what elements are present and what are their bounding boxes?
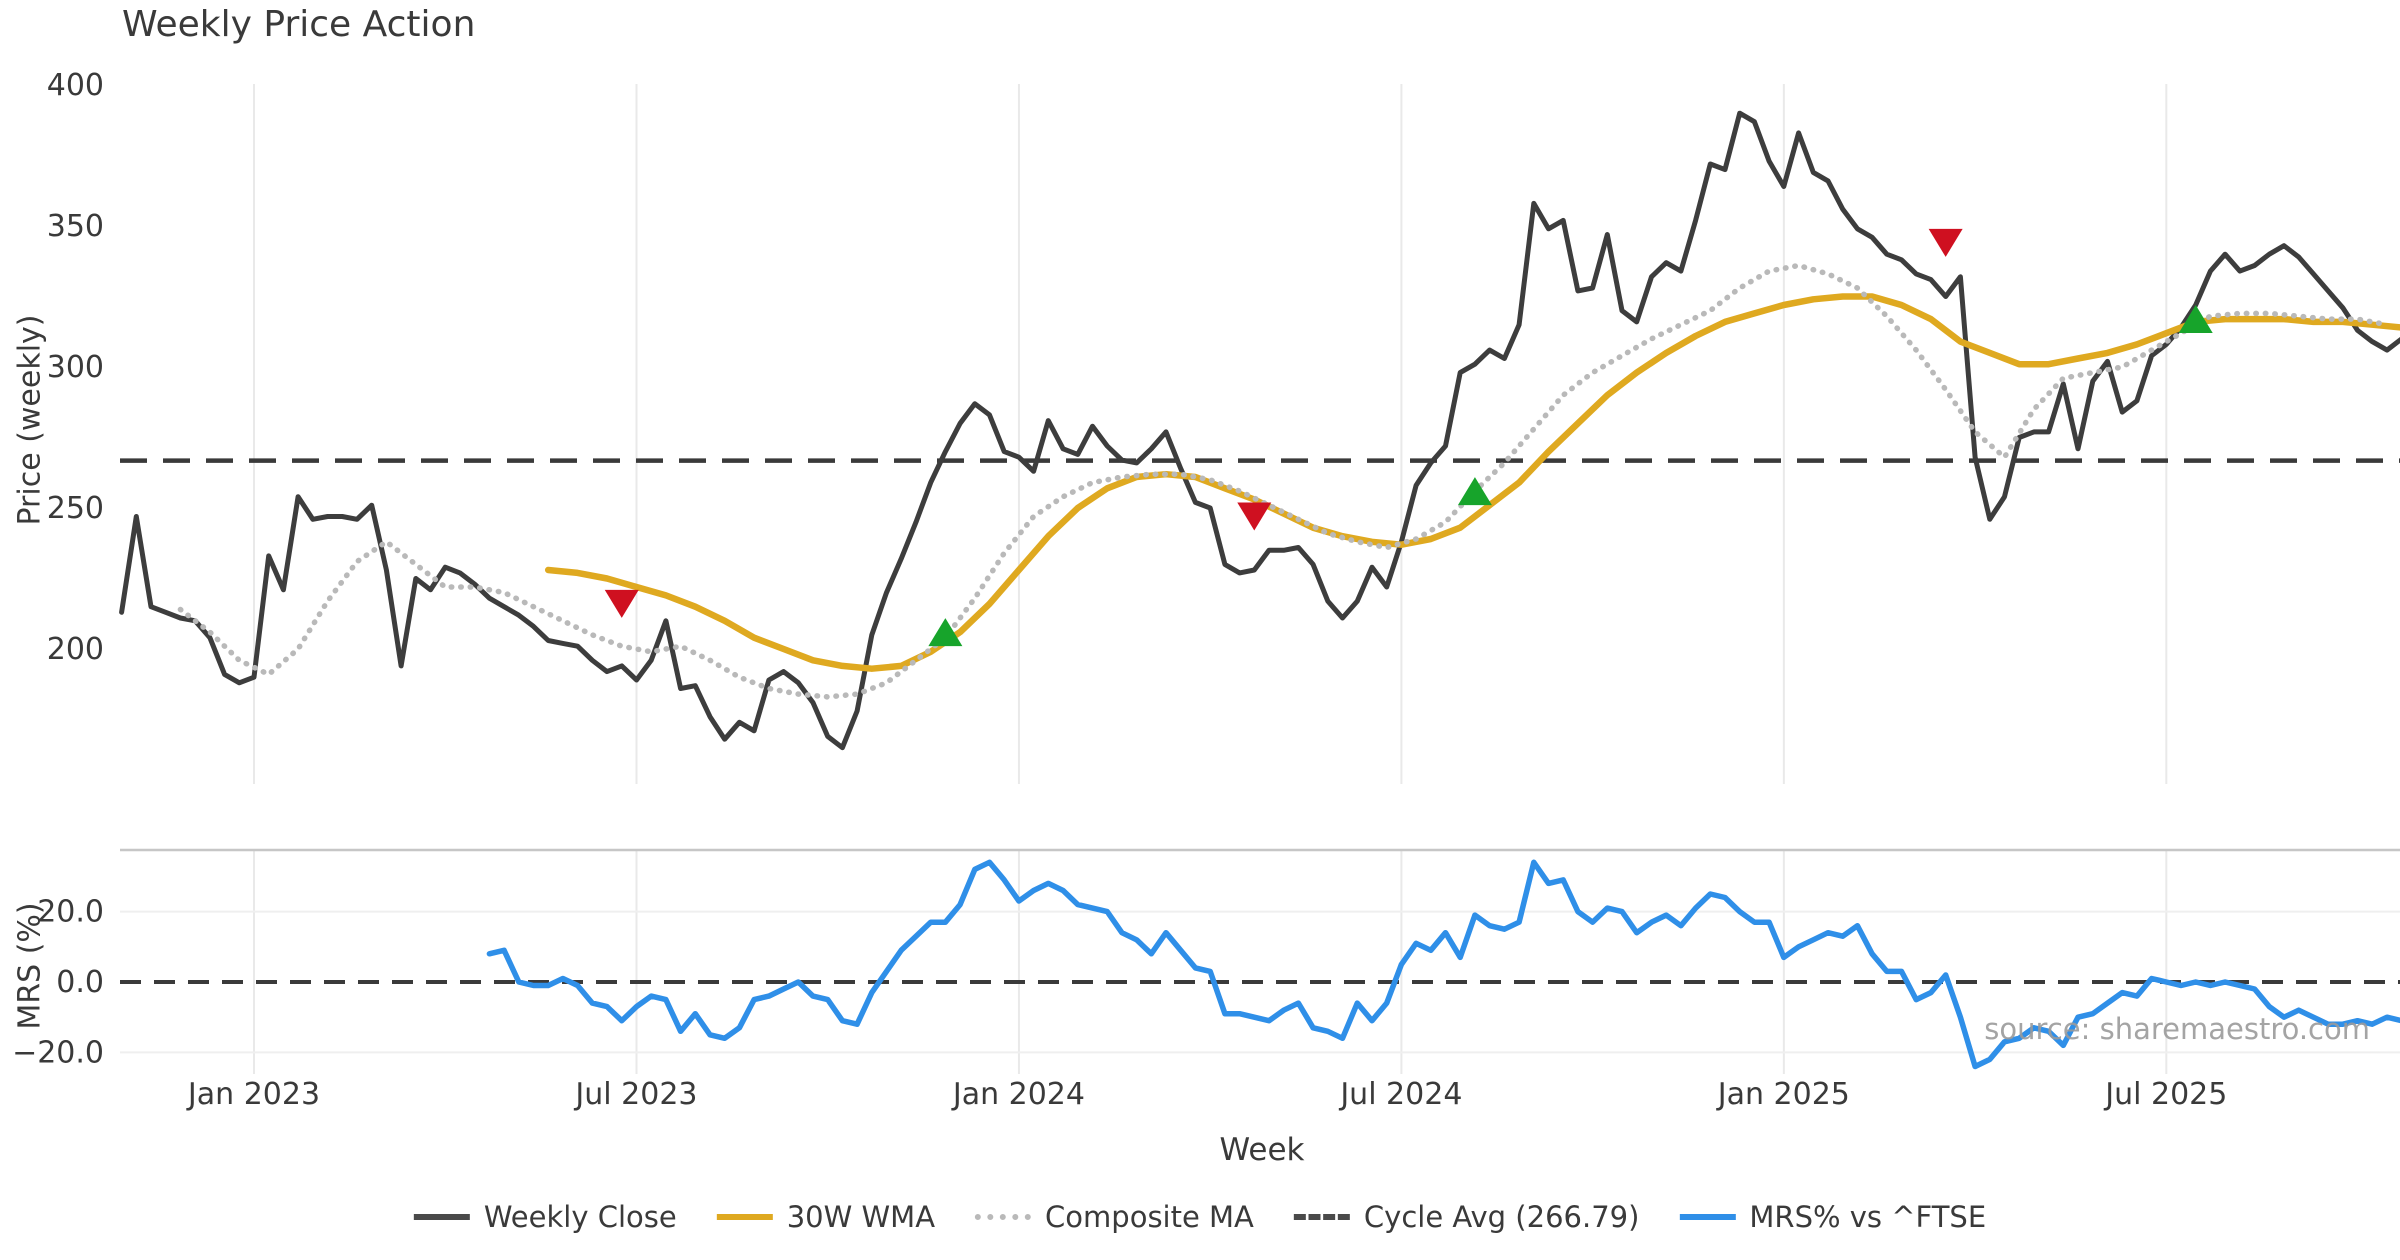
mrs-tick-label: 20.0 [37,895,104,930]
x-tick-label: Jan 2023 [186,1077,320,1112]
legend-swatch [1679,1214,1736,1220]
x-axis-title: Week [1219,1132,1305,1168]
source-watermark: source: sharemaestro.com [1984,1012,2370,1046]
price-tick-label: 300 [47,350,104,385]
legend-item: MRS% vs ^FTSE [1679,1200,1986,1234]
buy-marker [928,618,963,647]
legend-swatch [413,1214,470,1220]
legend: Weekly Close 30W WMA Composite MA Cycle Avg… [413,1200,1986,1234]
legend-item: Weekly Close [413,1200,677,1234]
x-tick-label: Jan 2024 [951,1077,1085,1112]
mrs-axis-title: MRS (%) [12,902,48,1030]
price-tick-label: 350 [47,209,104,244]
buy-marker [2178,305,2213,334]
composite-line [177,262,2390,700]
legend-item: Composite MA [975,1200,1254,1234]
legend-label: Cycle Avg (266.79) [1363,1200,1640,1234]
legend-label: Weekly Close [483,1200,677,1234]
sell-marker [604,589,639,618]
legend-swatch [975,1214,1032,1220]
price-tick-label: 400 [47,68,104,103]
legend-item: Cycle Avg (266.79) [1293,1200,1640,1234]
sell-marker [1928,228,1963,257]
sell-marker [1237,502,1272,531]
mrs-tick-label: 0.0 [56,965,104,1000]
mrs-tick-label: −20.0 [12,1035,104,1070]
x-tick-label: Jul 2025 [2103,1077,2227,1112]
mrs-line [486,859,2400,1070]
legend-label: 30W WMA [786,1200,936,1234]
wma-line [544,293,2400,672]
page-title: Weekly Price Action [122,4,476,45]
legend-item: 30W WMA [716,1200,936,1234]
price-tick-label: 250 [47,491,104,526]
buy-marker [1457,477,1492,506]
price-axis-title: Price (weekly) [12,314,48,526]
price-tick-label: 200 [47,632,104,667]
legend-label: MRS% vs ^FTSE [1749,1200,1987,1234]
legend-swatch [1293,1214,1350,1220]
close-line [119,110,2400,751]
x-tick-label: Jul 2024 [1338,1077,1462,1112]
legend-label: Composite MA [1045,1200,1254,1234]
legend-swatch [716,1214,773,1220]
x-tick-label: Jan 2025 [1716,1077,1850,1112]
x-tick-label: Jul 2023 [573,1077,697,1112]
